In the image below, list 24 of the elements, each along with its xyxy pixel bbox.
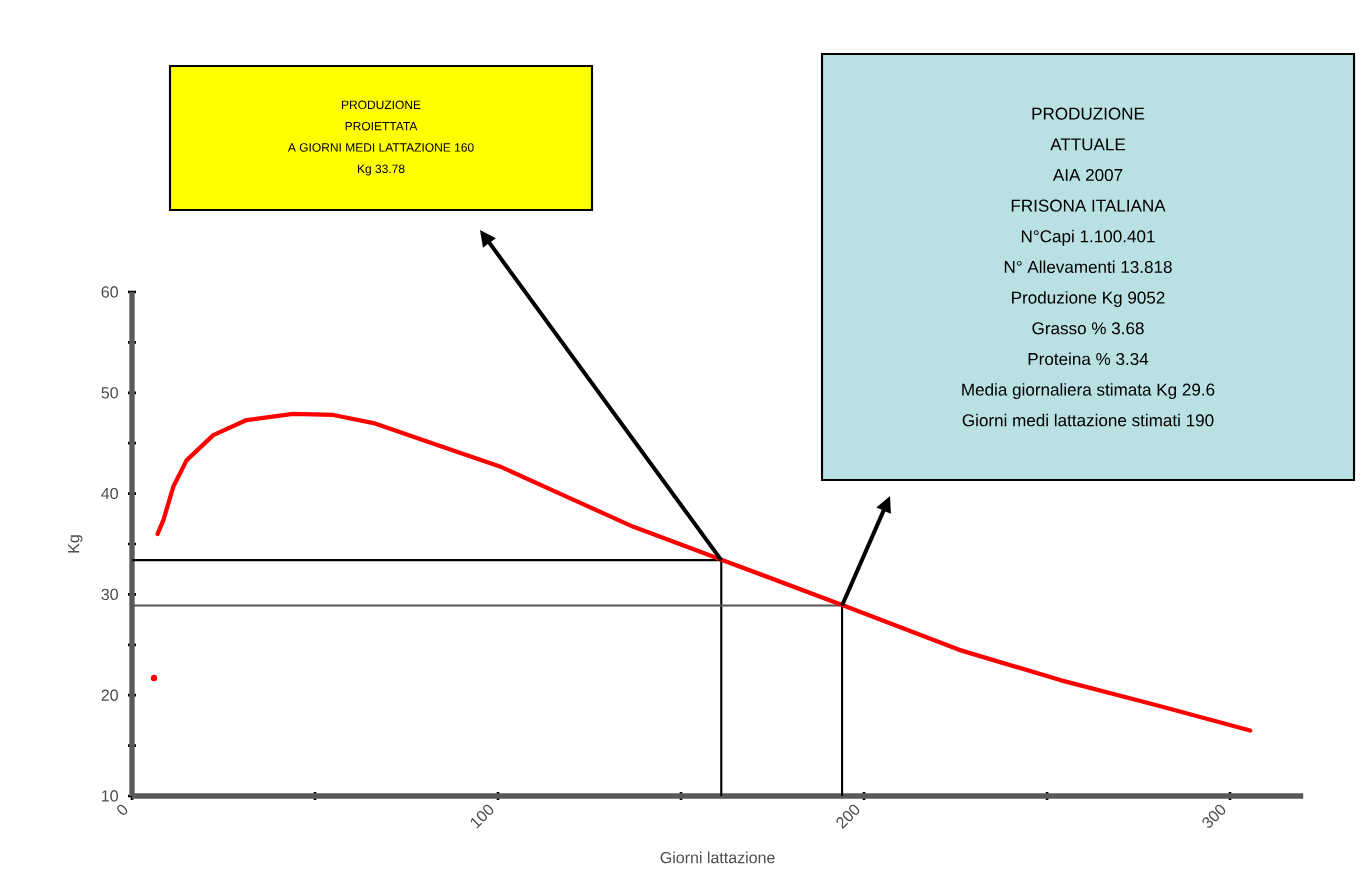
text: FRISONA ITALIANA: [1011, 199, 1166, 212]
annotation: Produzione Kg 9052: [1012, 291, 1165, 308]
x-axis-title: Giorni lattazione: [660, 851, 775, 864]
y-tick-label: 60: [101, 286, 118, 298]
annotation: Giorni medi lattazione stimati 190: [962, 413, 1214, 427]
x-tick-label: 200: [836, 804, 860, 829]
text: AIA 2007: [1052, 168, 1123, 182]
y-tick-label: 20: [101, 689, 118, 701]
annotation: Grasso % 3.68: [1032, 322, 1144, 335]
line-series: [155, 411, 1253, 733]
text: N°Capi 1.100.401: [1021, 229, 1155, 246]
y-tick-label: 10: [102, 790, 118, 802]
text: N° Allevamenti 13.818: [1004, 260, 1172, 274]
text: PRODUZIONE: [1032, 107, 1145, 120]
y-tick-label: 40: [101, 487, 118, 500]
y-axis-title: Kg: [68, 535, 83, 553]
annotation: Media giornaliera stimata Kg 29.6: [962, 383, 1215, 400]
text: ATTUALE: [1050, 138, 1126, 151]
y-tick-label: 30: [101, 588, 118, 601]
x-tick-label: 300: [1202, 804, 1226, 828]
y-tick-label: 50: [101, 387, 118, 399]
x-tick-label: 0: [117, 804, 128, 815]
annotation: Proteina % 3.34: [1028, 352, 1149, 366]
x-tick-label: 100: [470, 804, 494, 829]
